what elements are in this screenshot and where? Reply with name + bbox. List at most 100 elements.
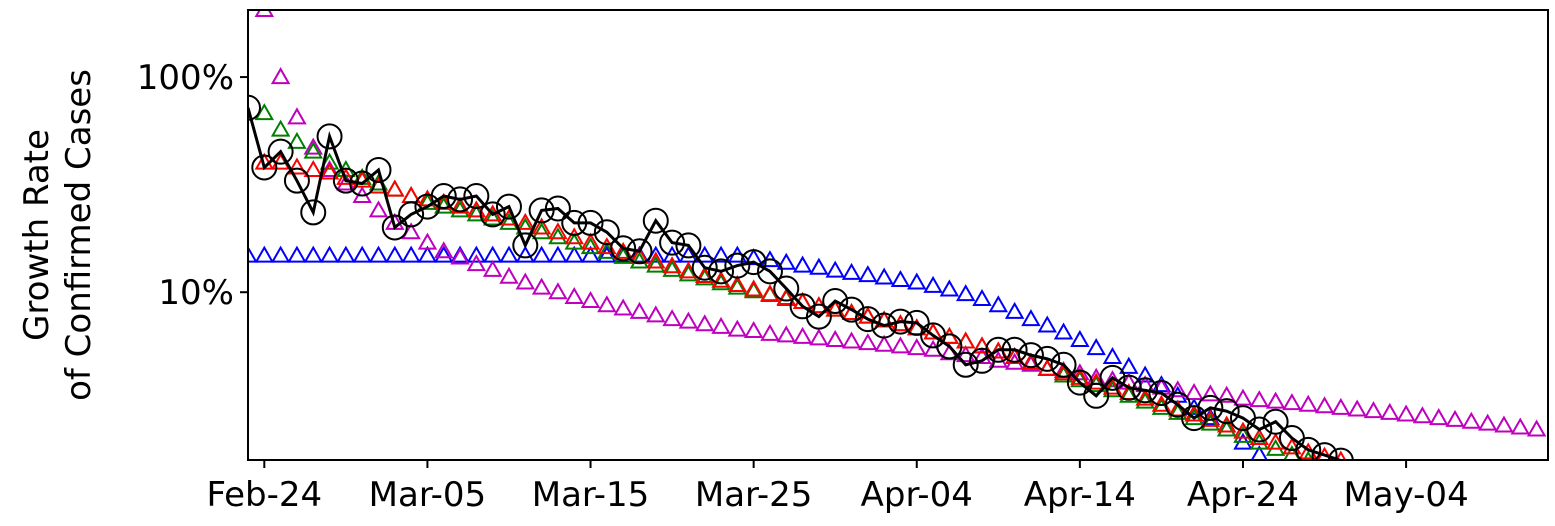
data-point <box>1428 408 1449 426</box>
data-point <box>417 192 438 210</box>
data-point <box>1050 351 1077 378</box>
data-point <box>805 303 832 330</box>
data-point <box>1115 374 1142 401</box>
data-point <box>430 183 457 210</box>
data-point <box>1184 382 1204 401</box>
data-point <box>597 295 617 313</box>
data-point <box>743 279 764 297</box>
y-tick-label: 100% <box>137 58 234 98</box>
data-point <box>251 154 278 181</box>
data-point <box>907 338 927 356</box>
data-point <box>447 186 474 213</box>
data-point <box>907 272 927 290</box>
data-point <box>283 167 310 194</box>
data-point <box>985 336 1012 363</box>
data-point <box>1017 342 1044 369</box>
data-point <box>450 200 470 218</box>
data-point <box>319 245 340 263</box>
data-point <box>727 277 748 295</box>
data-point <box>678 311 699 329</box>
data-point <box>434 245 454 263</box>
data-point <box>564 245 584 263</box>
data-point <box>580 232 601 250</box>
data-point <box>1233 388 1253 406</box>
data-point <box>287 245 307 263</box>
data-point <box>662 256 682 274</box>
data-point <box>270 119 291 137</box>
data-point <box>890 269 911 287</box>
data-point <box>825 260 845 278</box>
data-point <box>1053 322 1074 340</box>
data-point <box>463 183 490 210</box>
data-point <box>825 329 845 347</box>
data-point <box>434 241 454 259</box>
data-point <box>515 245 536 263</box>
data-point <box>466 245 487 263</box>
data-point <box>792 326 813 344</box>
data-point <box>1311 442 1338 460</box>
data-point <box>626 238 653 265</box>
data-point <box>724 252 751 279</box>
data-point <box>482 208 503 226</box>
data-point <box>1053 363 1074 381</box>
data-point <box>613 246 633 264</box>
x-tick-label: Mar-25 <box>695 475 813 515</box>
data-point <box>874 334 894 352</box>
data-point <box>838 296 865 323</box>
data-point <box>381 214 408 241</box>
data-point <box>1233 425 1253 443</box>
data-point <box>629 251 650 269</box>
data-point <box>809 328 829 346</box>
data-point <box>923 275 943 293</box>
data-point <box>1086 338 1106 356</box>
data-point <box>841 262 862 280</box>
data-point <box>1314 396 1335 414</box>
data-point <box>561 209 588 236</box>
data-point <box>1135 365 1155 383</box>
data-point <box>1135 388 1155 406</box>
data-point <box>711 245 731 263</box>
data-point <box>580 237 601 255</box>
data-point <box>544 195 571 222</box>
data-point <box>349 170 376 197</box>
plot-area <box>248 10 1547 460</box>
data-point <box>662 259 682 277</box>
data-point <box>1119 385 1139 403</box>
data-point <box>646 305 666 323</box>
data-point <box>512 232 539 259</box>
data-point <box>564 232 584 250</box>
data-point <box>858 333 878 351</box>
data-point <box>727 275 748 293</box>
plot-frame <box>247 9 1549 461</box>
data-point <box>1083 382 1110 409</box>
data-point <box>773 275 800 302</box>
data-point <box>300 199 327 226</box>
data-point <box>270 67 291 85</box>
data-point <box>727 319 748 337</box>
data-point <box>955 331 976 349</box>
y-tick-label: 10% <box>158 273 234 313</box>
data-point <box>466 254 487 272</box>
data-point <box>1216 415 1237 433</box>
data-point <box>287 131 307 149</box>
data-point <box>939 279 960 297</box>
data-point <box>675 232 702 259</box>
data-point <box>267 138 294 165</box>
data-point <box>417 232 438 250</box>
data-point <box>385 245 405 263</box>
data-point <box>822 288 849 315</box>
data-point <box>368 245 389 263</box>
data-point <box>662 309 682 327</box>
data-point <box>972 288 992 306</box>
data-point <box>708 258 735 285</box>
data-point <box>417 245 438 263</box>
data-point <box>548 227 568 245</box>
data-point <box>642 207 669 234</box>
data-point <box>776 287 796 305</box>
data-point <box>336 245 356 263</box>
data-point <box>482 259 503 277</box>
data-point <box>1216 419 1237 437</box>
data-point <box>988 295 1009 313</box>
data-point <box>952 351 979 378</box>
